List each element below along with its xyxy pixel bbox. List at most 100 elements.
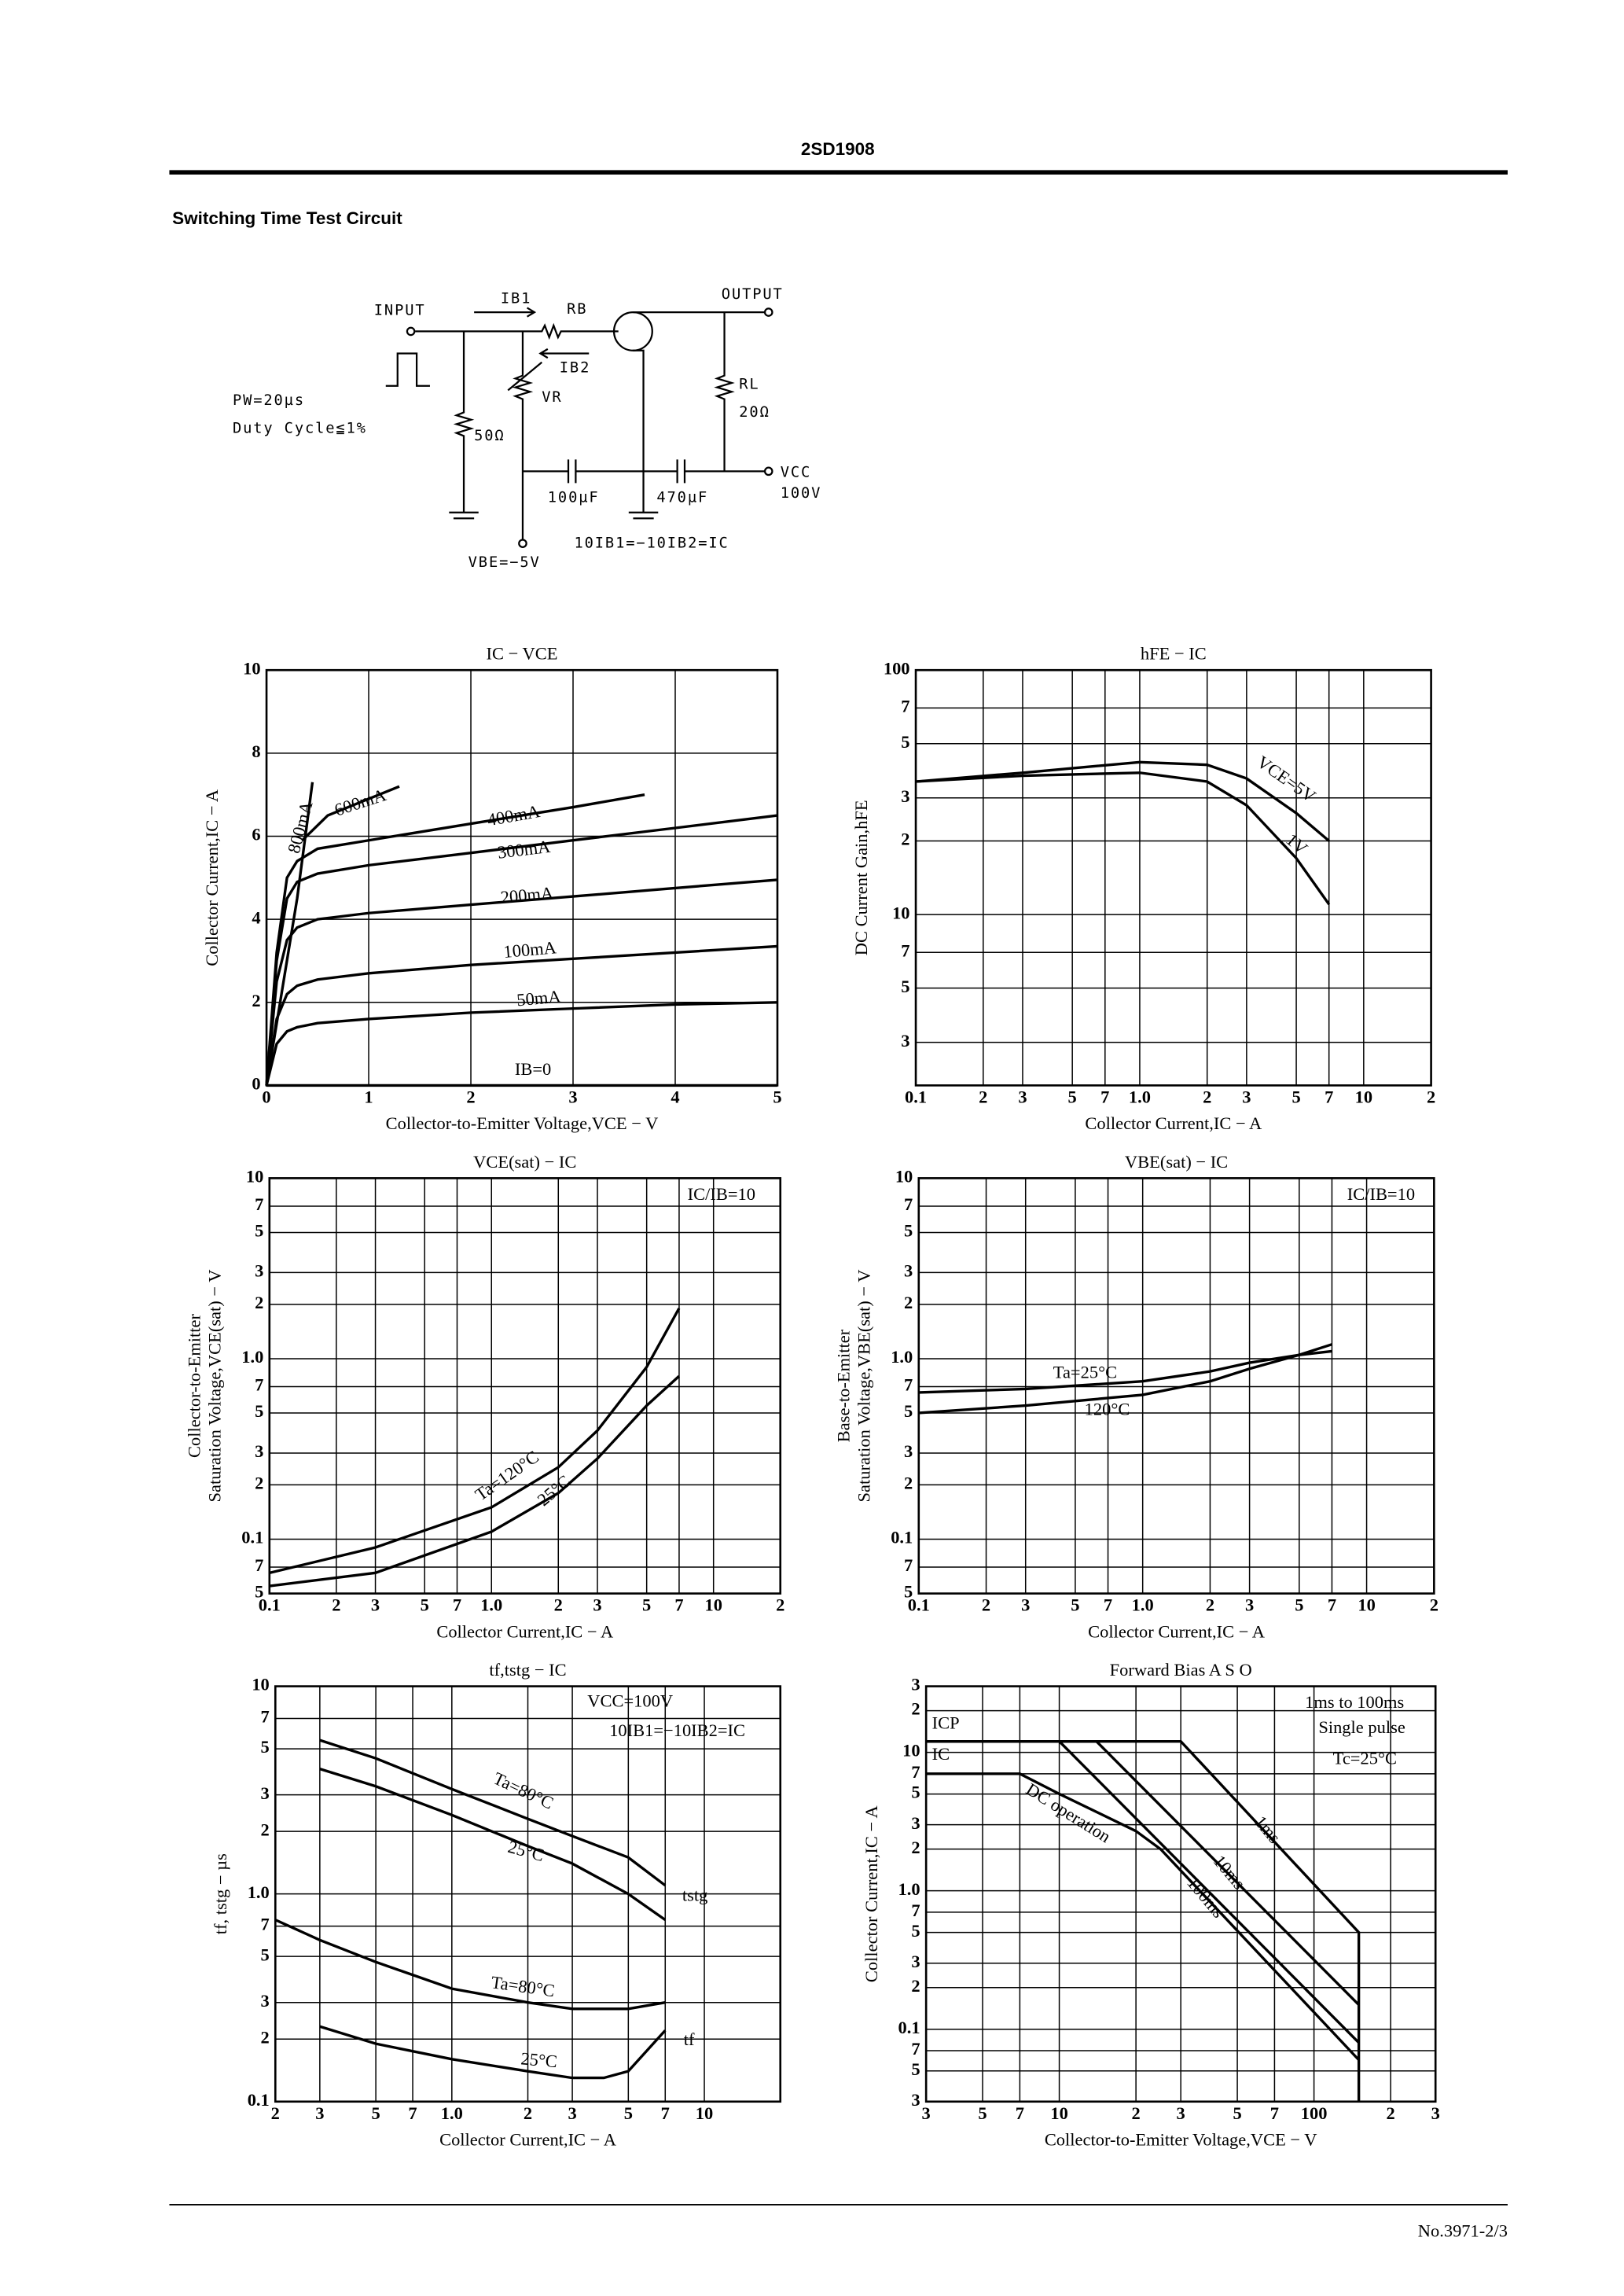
x-axis-label: Collector Current,IC − A <box>436 1621 614 1641</box>
y-tick-label: 10 <box>895 1167 913 1187</box>
y-tick-label: 7 <box>911 1762 920 1782</box>
y-tick-label: 7 <box>255 1194 263 1214</box>
circuit-label: RB <box>567 301 587 318</box>
x-tick-label: 7 <box>1016 2103 1024 2123</box>
curve <box>265 878 778 1086</box>
section-title: Switching Time Test Circuit <box>172 208 402 228</box>
annotation: 1ms to 100ms <box>1305 1692 1404 1712</box>
curve-label: IB=0 <box>515 1059 551 1079</box>
x-tick-label: 1.0 <box>480 1595 502 1615</box>
y-tick-label: 3 <box>261 1783 270 1803</box>
x-tick-label: 5 <box>1233 2103 1241 2123</box>
x-tick-label: 10 <box>1358 1595 1375 1615</box>
circuit-wires <box>385 307 766 539</box>
circuit-label: 470µF <box>656 490 708 506</box>
x-tick-label: 2 <box>1387 2103 1395 2123</box>
y-tick-label: 1.0 <box>241 1347 263 1367</box>
x-tick-label: 2 <box>1203 1087 1211 1106</box>
curve <box>1058 1740 1360 2044</box>
curve-label: 200mA <box>500 883 555 907</box>
y-tick-label: 5 <box>255 1582 263 1602</box>
x-axis-label: Collector Current,IC − A <box>439 2129 617 2149</box>
x-tick-label: 10 <box>704 1595 722 1615</box>
circuit: INPUT OUTPUT IB1 RB IB2 VR PW=20µs Duty … <box>233 286 822 571</box>
x-tick-label: 3 <box>1021 1595 1030 1615</box>
x-tick-label: 1.0 <box>1132 1595 1154 1615</box>
x-tick-label: 3 <box>1018 1087 1027 1106</box>
y-axis-label: Base-to-Emitter <box>833 1329 853 1442</box>
y-tick-label: 2 <box>255 1474 263 1493</box>
y-tick-label: 7 <box>255 1375 263 1395</box>
y-tick-label: 10 <box>892 903 909 922</box>
x-tick-label: 2 <box>466 1087 475 1106</box>
x-tick-label: 2 <box>982 1595 990 1615</box>
annotation: Single pulse <box>1318 1717 1405 1737</box>
x-tick-label: 0 <box>262 1087 270 1106</box>
terminal <box>763 307 773 317</box>
curve <box>265 782 314 1086</box>
y-tick-label: 7 <box>261 1915 270 1934</box>
x-tick-label: 7 <box>1328 1595 1336 1615</box>
y-tick-label: 5 <box>904 1401 913 1421</box>
x-tick-label: 4 <box>671 1087 679 1106</box>
x-tick-label: 10 <box>1050 2103 1067 2123</box>
y-tick-label: 2 <box>904 1474 913 1493</box>
x-tick-label: 3 <box>315 2103 324 2123</box>
circuit-label: 100µF <box>548 490 600 506</box>
y-axis-label: Saturation Voltage,VCE(sat) − V <box>205 1269 225 1502</box>
y-tick-label: 5 <box>901 732 909 752</box>
y-tick-label: 8 <box>252 741 260 761</box>
y-tick-label: 2 <box>901 830 909 849</box>
y-tick-label: 5 <box>904 1221 913 1241</box>
x-tick-label: 3 <box>568 1087 577 1106</box>
y-tick-label: 2 <box>911 1838 920 1857</box>
chart-title: VCE(sat) − IC <box>473 1152 576 1172</box>
circuit-label: IB1 <box>501 291 531 307</box>
x-tick-label: 5 <box>1071 1595 1079 1615</box>
x-axis-label: Collector-to-Emitter Voltage,VCE − V <box>1045 2129 1317 2149</box>
circuit-label: 100V <box>781 485 822 502</box>
y-tick-label: 1.0 <box>248 1882 270 1902</box>
y-tick-label: 7 <box>911 2039 920 2059</box>
x-tick-label: 100 <box>1301 2103 1328 2123</box>
y-tick-label: 10 <box>246 1167 263 1187</box>
annotation: 10IB1=−10IB2=IC <box>609 1720 745 1740</box>
curve-label: 25°C <box>520 2048 558 2071</box>
terminal <box>763 466 773 476</box>
y-tick-label: 7 <box>904 1375 913 1395</box>
y-tick-label: 0.1 <box>241 1528 263 1547</box>
x-tick-label: 7 <box>1270 2103 1279 2123</box>
x-tick-label: 2 <box>1427 1087 1435 1106</box>
x-tick-label: 3 <box>922 2103 931 2123</box>
y-tick-label: 0.1 <box>898 2018 920 2037</box>
chart-title: hFE − IC <box>1141 644 1207 664</box>
y-tick-label: 3 <box>904 1261 913 1281</box>
terminal <box>518 539 527 548</box>
x-axis-label: Collector Current,IC − A <box>1085 1113 1262 1133</box>
circuit-label: VCC <box>781 465 811 481</box>
x-tick-label: 2 <box>332 1595 340 1615</box>
y-tick-label: 10 <box>902 1741 920 1761</box>
curve <box>269 1374 681 1588</box>
x-tick-label: 2 <box>776 1595 784 1615</box>
curve <box>265 1001 778 1086</box>
x-tick-label: 5 <box>978 2103 987 2123</box>
curve <box>265 793 645 1086</box>
y-tick-label: 2 <box>261 1820 270 1839</box>
annotation: Tc=25°C <box>1333 1748 1397 1768</box>
x-tick-label: 7 <box>661 2103 670 2123</box>
y-tick-label: 0.1 <box>248 2090 270 2110</box>
y-tick-label: 7 <box>904 1194 913 1214</box>
x-axis-label: Collector-to-Emitter Voltage,VCE − V <box>386 1113 659 1133</box>
x-tick-label: 2 <box>979 1087 987 1106</box>
chart-title: VBE(sat) − IC <box>1125 1152 1228 1172</box>
curve <box>301 785 400 841</box>
y-tick-label: 7 <box>255 1555 263 1575</box>
curve <box>926 1739 1360 2006</box>
x-tick-label: 5 <box>372 2103 380 2123</box>
y-tick-label: 5 <box>261 1737 270 1757</box>
x-tick-label: 3 <box>371 1595 380 1615</box>
x-tick-label: 1.0 <box>441 2103 463 2123</box>
x-tick-label: 10 <box>1355 1087 1372 1106</box>
